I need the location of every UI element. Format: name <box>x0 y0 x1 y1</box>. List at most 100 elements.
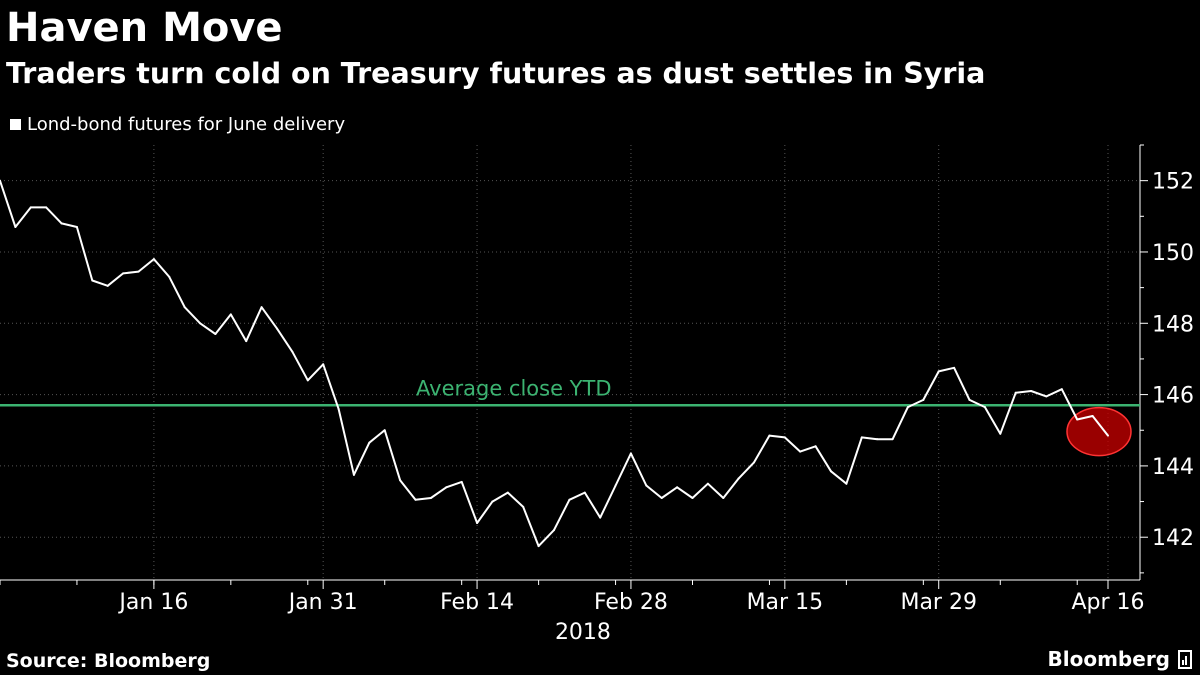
data-point <box>14 226 17 229</box>
series-line-lond-bond-futures <box>0 180 1109 548</box>
average-line-label: Average close YTD <box>416 376 612 400</box>
data-point <box>768 434 771 437</box>
data-point <box>245 340 248 343</box>
chart-title: Haven Move <box>6 5 283 51</box>
data-point <box>445 486 448 489</box>
data-point <box>876 438 879 441</box>
legend: Lond-bond futures for June delivery <box>10 112 345 136</box>
y-tick-label: 150 <box>1152 241 1194 266</box>
x-tick-label: Feb 28 <box>594 590 668 615</box>
x-tick-label: Apr 16 <box>1071 590 1144 615</box>
data-point <box>383 429 386 432</box>
data-point <box>568 498 571 501</box>
data-point <box>953 366 956 369</box>
data-point <box>183 306 186 309</box>
data-point <box>737 477 740 480</box>
data-point <box>260 306 263 309</box>
y-tick-label: 148 <box>1152 312 1194 337</box>
data-point <box>968 398 971 401</box>
data-point <box>553 529 555 532</box>
x-tick-label: Mar 15 <box>747 590 824 615</box>
y-tick-label: 152 <box>1152 170 1194 195</box>
data-point <box>352 473 355 476</box>
x-tick-label: Feb 14 <box>440 590 514 615</box>
data-point <box>614 484 617 487</box>
data-point <box>429 496 432 499</box>
data-point <box>399 479 402 482</box>
data-point <box>783 436 786 439</box>
data-point <box>137 270 140 273</box>
data-point <box>522 505 525 508</box>
data-point <box>814 445 817 448</box>
y-tick-label: 144 <box>1152 455 1194 480</box>
y-tick-label: 146 <box>1152 384 1194 409</box>
data-point <box>0 179 1 182</box>
data-point <box>922 398 925 401</box>
data-point <box>753 461 756 464</box>
data-point <box>799 450 802 453</box>
data-point <box>75 226 78 229</box>
data-point <box>629 452 632 455</box>
data-point <box>214 332 217 335</box>
x-tick-label: Mar 29 <box>900 590 977 615</box>
data-point <box>306 379 309 382</box>
data-point <box>830 470 832 473</box>
data-point <box>60 222 63 225</box>
terminal-icon <box>1178 649 1192 669</box>
data-point <box>599 516 602 519</box>
chart-subtitle: Traders turn cold on Treasury futures as… <box>6 57 986 90</box>
x-tick-label: Jan 31 <box>287 590 358 615</box>
data-point <box>106 284 109 287</box>
data-point <box>506 491 509 494</box>
x-tick-label: Jan 16 <box>117 590 188 615</box>
data-point <box>168 275 171 278</box>
source-label: Source: Bloomberg <box>6 650 211 672</box>
data-point <box>706 482 709 485</box>
data-point <box>29 206 32 209</box>
data-point <box>906 406 909 409</box>
data-point <box>152 258 155 261</box>
data-point <box>1076 418 1079 421</box>
data-point <box>722 496 725 499</box>
data-point <box>1091 414 1094 417</box>
highlight-marker <box>1066 406 1132 457</box>
data-point <box>122 272 125 275</box>
legend-swatch <box>10 118 21 130</box>
data-point <box>368 441 371 444</box>
data-point <box>291 350 294 353</box>
data-point <box>1030 390 1033 393</box>
data-point <box>1014 391 1017 394</box>
data-point <box>937 370 940 373</box>
data-point <box>45 206 48 209</box>
data-point <box>999 432 1002 435</box>
data-point <box>476 521 479 524</box>
data-point <box>491 500 494 503</box>
data-point <box>845 482 848 485</box>
data-point <box>660 496 663 499</box>
data-point <box>322 363 325 366</box>
data-point <box>199 322 202 325</box>
data-point <box>1045 395 1048 398</box>
data-point <box>276 327 278 330</box>
data-point <box>1107 434 1109 437</box>
data-point <box>583 491 586 494</box>
data-point <box>860 436 863 439</box>
legend-label: Lond-bond futures for June delivery <box>27 113 346 135</box>
data-point <box>91 279 94 282</box>
brand-logo: Bloomberg <box>1048 647 1192 671</box>
data-point <box>645 484 648 487</box>
brand-name: Bloomberg <box>1047 647 1170 671</box>
data-point <box>691 496 694 499</box>
data-point <box>537 545 540 548</box>
data-point <box>229 313 232 316</box>
data-point <box>460 480 463 483</box>
data-point <box>1060 388 1063 391</box>
data-point <box>337 407 340 410</box>
x-year-label: 2018 <box>555 620 611 645</box>
data-point <box>891 438 894 441</box>
data-point <box>676 486 679 489</box>
y-tick-label: 142 <box>1152 526 1194 551</box>
data-point <box>414 498 417 501</box>
data-point <box>983 406 986 409</box>
